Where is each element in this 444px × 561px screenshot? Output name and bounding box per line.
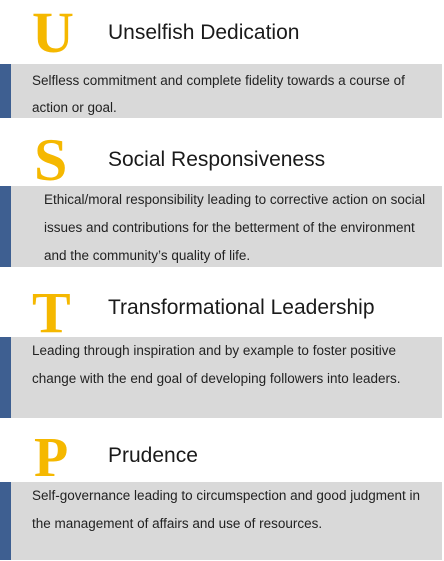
value-description: Self-governance leading to circumspectio… [32, 488, 420, 531]
value-description-box: Self-governance leading to circumspectio… [0, 482, 442, 560]
accent-bar [0, 482, 11, 560]
value-letter-p: P [34, 427, 69, 489]
value-letter-t: T [32, 280, 71, 345]
value-description: Ethical/moral responsibility leading to … [44, 192, 426, 263]
value-description-box: Ethical/moral responsibility leading to … [0, 186, 442, 267]
accent-bar [0, 64, 11, 118]
value-description-box: Leading through inspiration and by examp… [0, 337, 442, 418]
value-description-box: Selfless commitment and complete fidelit… [0, 64, 442, 118]
value-title-social-responsiveness: Social Responsiveness [108, 148, 326, 171]
accent-bar [0, 337, 11, 418]
value-description: Selfless commitment and complete fidelit… [32, 73, 405, 115]
accent-bar [0, 186, 11, 267]
value-title-unselfish-dedication: Unselfish Dedication [108, 21, 300, 44]
value-title-prudence: Prudence [108, 444, 198, 467]
value-letter-s: S [34, 127, 68, 193]
value-title-transformational-leadership: Transformational Leadership [108, 296, 375, 319]
value-letter-u: U [32, 0, 74, 65]
value-description: Leading through inspiration and by examp… [32, 343, 401, 386]
